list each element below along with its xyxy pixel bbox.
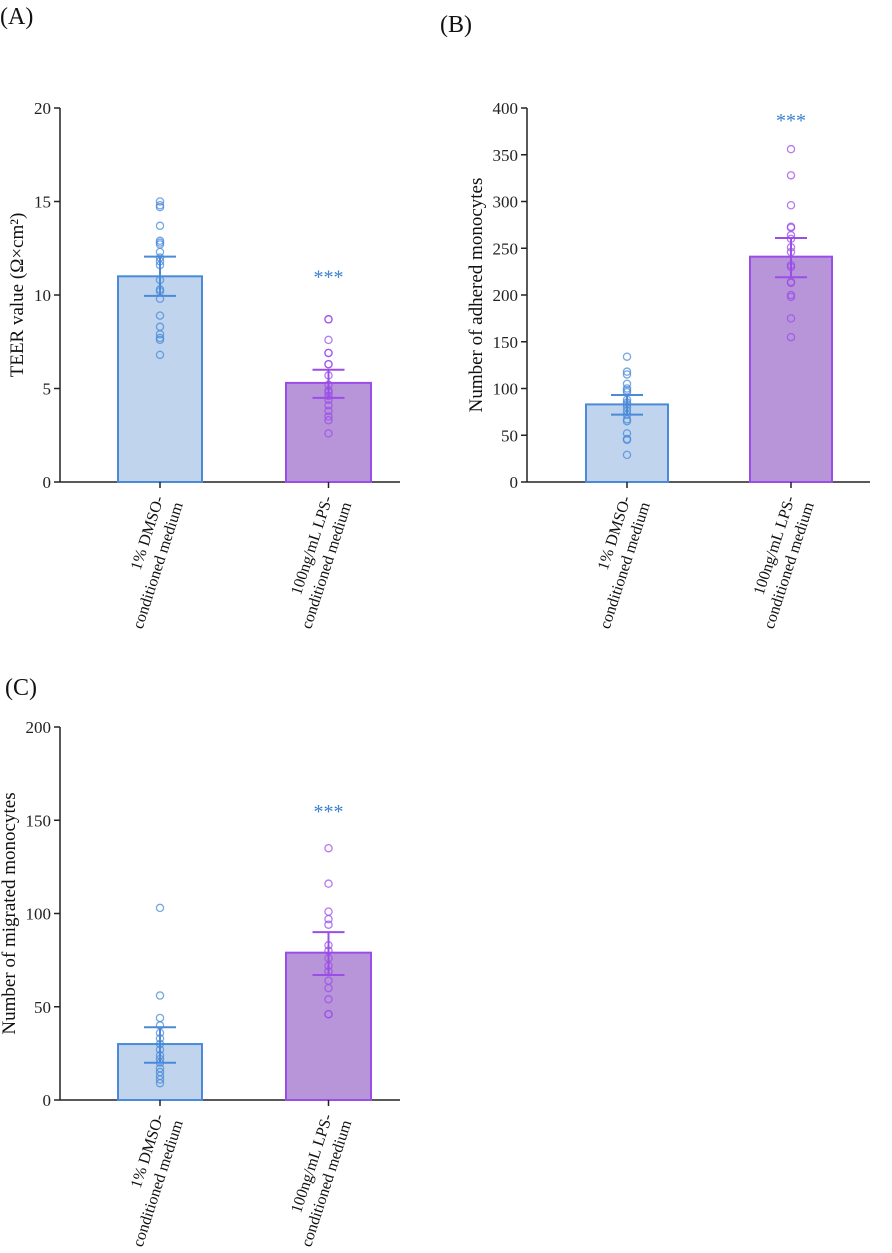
data-point xyxy=(786,314,796,323)
panel-a: (A) 0 5 10 15 20 TEER value (Ω×cm²) 1% DMSO-con… xyxy=(0,4,400,631)
data-point xyxy=(786,332,796,342)
y-tick-label: 200 xyxy=(493,286,519,305)
y-tick-label: 15 xyxy=(34,193,51,212)
data-point xyxy=(155,1013,165,1023)
data-point xyxy=(324,406,333,416)
data-point xyxy=(324,348,333,358)
panel-label: (B) xyxy=(440,12,472,38)
panel-b: (B) 0 50 100 150 200 250 300 350 400 Number of adh… xyxy=(440,12,870,631)
significance-stars: *** xyxy=(314,801,344,823)
data-point xyxy=(622,450,632,460)
data-point xyxy=(622,429,632,438)
data-point xyxy=(786,200,796,210)
data-point xyxy=(324,843,333,853)
y-axis-label: Number of adhered monocytes xyxy=(466,178,487,413)
data-point xyxy=(155,197,165,206)
y-tick-label: 0 xyxy=(510,473,519,492)
y-tick-label: 350 xyxy=(493,146,519,165)
significance-stars: *** xyxy=(776,110,806,132)
data-point xyxy=(324,1009,333,1019)
y-tick-label: 400 xyxy=(493,99,519,118)
data-point xyxy=(324,359,333,369)
y-tick-label: 200 xyxy=(26,718,52,737)
x-tick-label: 100ng/mL LPS-conditioned medium xyxy=(279,493,355,630)
x-tick-label: 1% DMSO-conditioned medium xyxy=(111,1111,187,1248)
panel-label: (C) xyxy=(5,675,37,701)
data-point xyxy=(155,350,165,360)
data-point xyxy=(324,315,333,324)
y-tick-label: 0 xyxy=(43,473,52,492)
data-point xyxy=(324,920,333,929)
data-point xyxy=(155,1075,165,1084)
significance-stars: *** xyxy=(314,266,344,288)
bar xyxy=(749,255,833,484)
y-tick-label: 100 xyxy=(493,380,519,399)
y-tick-label: 10 xyxy=(34,286,51,305)
y-tick-label: 0 xyxy=(43,1091,52,1110)
x-tick-label: 100ng/mL LPS-conditioned medium xyxy=(742,493,818,630)
data-point xyxy=(324,401,333,410)
panel-c: (C) 0 50 100 150 200 Number of migrated monocy… xyxy=(0,675,400,1249)
y-tick-label: 300 xyxy=(493,193,519,212)
data-point xyxy=(155,311,165,320)
y-tick-label: 5 xyxy=(43,380,52,399)
data-point xyxy=(324,914,333,924)
data-point xyxy=(155,903,165,913)
data-point xyxy=(155,330,165,339)
data-point xyxy=(622,367,632,376)
y-tick-label: 50 xyxy=(501,426,518,445)
data-point xyxy=(324,983,333,993)
data-point xyxy=(622,370,632,379)
data-point xyxy=(786,144,796,154)
data-point xyxy=(324,416,333,425)
data-point xyxy=(324,412,333,421)
data-point xyxy=(155,335,165,345)
data-point xyxy=(155,991,165,1000)
data-point xyxy=(622,352,632,361)
bar xyxy=(117,275,203,483)
data-point xyxy=(622,416,632,426)
x-tick-label: 100ng/mL LPS-conditioned medium xyxy=(279,1111,355,1248)
y-axis-label: Number of migrated monocytes xyxy=(0,792,20,1034)
y-tick-label: 150 xyxy=(26,811,52,830)
y-tick-label: 100 xyxy=(26,905,52,924)
data-point xyxy=(786,171,796,180)
y-tick-label: 250 xyxy=(493,239,519,258)
data-point xyxy=(786,292,796,302)
panel-label: (A) xyxy=(0,4,33,30)
x-tick-label: 1% DMSO-conditioned medium xyxy=(578,493,654,630)
data-point xyxy=(622,435,632,445)
y-tick-label: 20 xyxy=(34,99,51,118)
data-point xyxy=(324,879,333,888)
data-point xyxy=(324,907,333,916)
data-point xyxy=(786,278,796,288)
data-point xyxy=(324,995,333,1004)
y-axis-label: TEER value (Ω×cm²) xyxy=(7,213,28,378)
data-point xyxy=(324,335,333,345)
data-point xyxy=(155,221,165,231)
y-tick-label: 150 xyxy=(493,333,519,352)
data-point xyxy=(155,247,165,257)
data-point xyxy=(324,429,333,438)
y-tick-label: 50 xyxy=(34,998,51,1017)
x-tick-label: 1% DMSO-conditioned medium xyxy=(111,493,187,630)
data-point xyxy=(155,202,165,212)
data-point xyxy=(155,1078,165,1088)
data-point xyxy=(622,379,632,389)
